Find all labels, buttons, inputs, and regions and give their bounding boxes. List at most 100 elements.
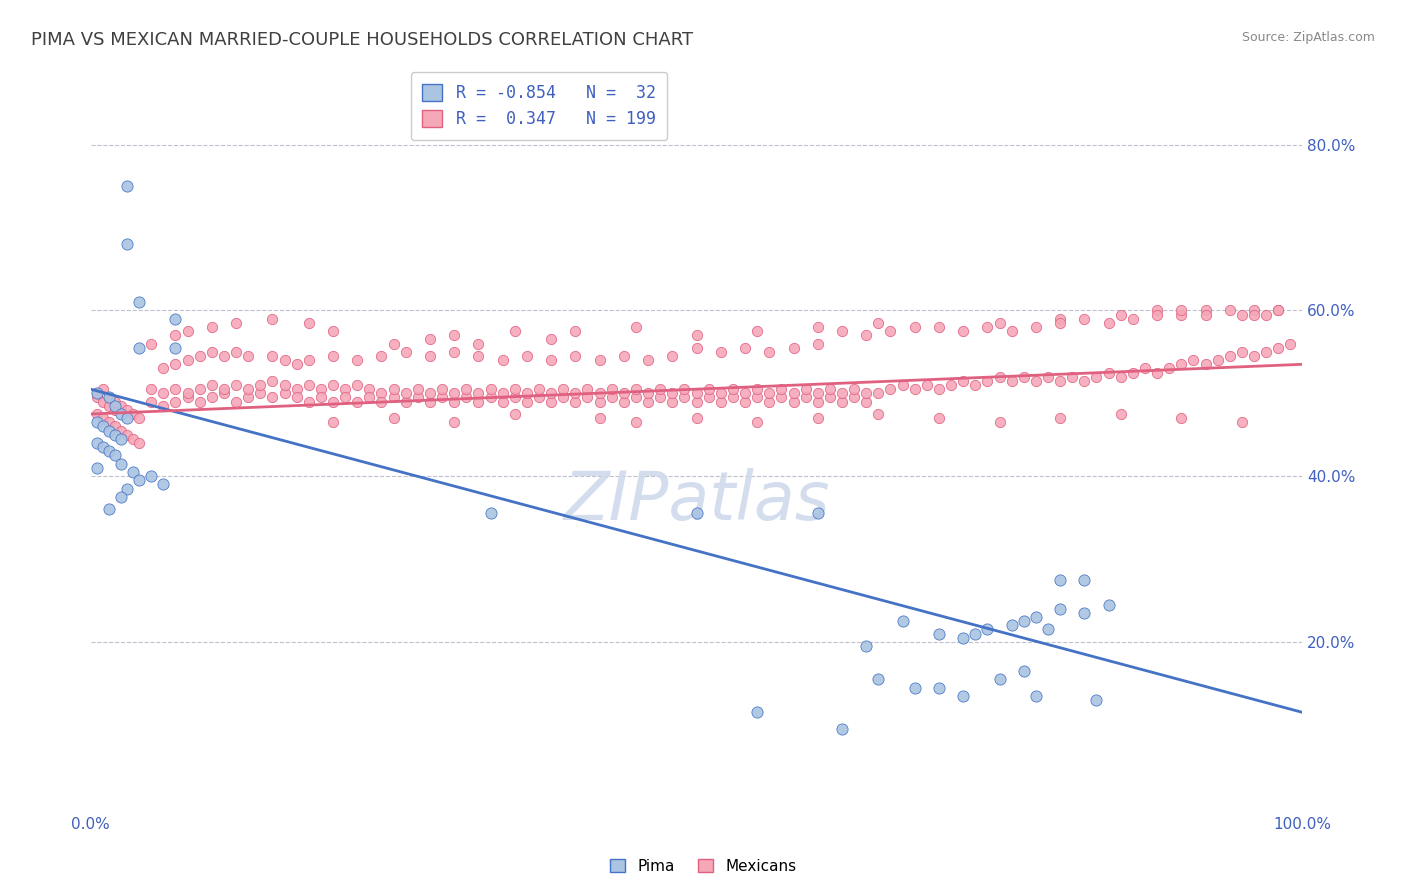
Point bbox=[1085, 693, 1108, 707]
Point bbox=[165, 357, 187, 371]
Point bbox=[322, 394, 344, 409]
Point bbox=[467, 394, 489, 409]
Point bbox=[322, 415, 344, 429]
Point bbox=[879, 382, 901, 396]
Point bbox=[165, 394, 187, 409]
Point bbox=[952, 689, 974, 703]
Point bbox=[443, 415, 465, 429]
Point bbox=[104, 449, 127, 463]
Point bbox=[141, 336, 163, 351]
Point bbox=[503, 407, 526, 421]
Point bbox=[721, 382, 744, 396]
Point bbox=[1267, 303, 1289, 318]
Point bbox=[1049, 573, 1071, 587]
Point bbox=[650, 382, 672, 396]
Point bbox=[952, 374, 974, 388]
Point bbox=[165, 328, 187, 343]
Point bbox=[467, 386, 489, 401]
Point bbox=[939, 378, 962, 392]
Point bbox=[298, 353, 321, 368]
Point bbox=[122, 465, 145, 479]
Point bbox=[564, 349, 586, 363]
Point bbox=[1194, 308, 1216, 322]
Point bbox=[128, 473, 150, 487]
Point bbox=[1267, 341, 1289, 355]
Point bbox=[97, 502, 120, 516]
Point bbox=[152, 399, 174, 413]
Point bbox=[115, 237, 138, 252]
Point bbox=[1133, 361, 1156, 376]
Point bbox=[122, 432, 145, 446]
Point bbox=[527, 382, 550, 396]
Point bbox=[1001, 618, 1024, 632]
Point bbox=[443, 328, 465, 343]
Point bbox=[492, 386, 515, 401]
Point bbox=[747, 706, 769, 720]
Point bbox=[1194, 357, 1216, 371]
Point bbox=[1256, 344, 1278, 359]
Point bbox=[710, 344, 733, 359]
Point bbox=[1159, 361, 1181, 376]
Point bbox=[309, 382, 332, 396]
Point bbox=[128, 436, 150, 450]
Point bbox=[928, 626, 950, 640]
Point bbox=[965, 378, 987, 392]
Point bbox=[782, 386, 804, 401]
Point bbox=[710, 386, 733, 401]
Point bbox=[346, 353, 368, 368]
Text: Source: ZipAtlas.com: Source: ZipAtlas.com bbox=[1241, 31, 1375, 45]
Point bbox=[624, 320, 647, 334]
Point bbox=[262, 391, 284, 405]
Point bbox=[479, 382, 502, 396]
Point bbox=[807, 507, 830, 521]
Point bbox=[685, 411, 707, 425]
Point bbox=[419, 394, 441, 409]
Point bbox=[110, 399, 132, 413]
Point bbox=[1012, 369, 1035, 384]
Point bbox=[685, 394, 707, 409]
Point bbox=[697, 391, 720, 405]
Point bbox=[165, 382, 187, 396]
Point bbox=[382, 411, 405, 425]
Point bbox=[818, 382, 841, 396]
Point bbox=[879, 324, 901, 338]
Point bbox=[588, 386, 610, 401]
Point bbox=[1109, 407, 1132, 421]
Point bbox=[1049, 316, 1071, 330]
Point bbox=[1146, 308, 1168, 322]
Point bbox=[1025, 610, 1047, 624]
Point bbox=[141, 394, 163, 409]
Point bbox=[1025, 374, 1047, 388]
Point bbox=[1170, 303, 1192, 318]
Point bbox=[503, 324, 526, 338]
Point bbox=[406, 391, 429, 405]
Point bbox=[915, 378, 938, 392]
Point bbox=[904, 681, 927, 695]
Point bbox=[553, 391, 575, 405]
Point bbox=[1073, 374, 1095, 388]
Point bbox=[298, 316, 321, 330]
Point bbox=[1206, 353, 1229, 368]
Point bbox=[201, 378, 224, 392]
Point bbox=[382, 391, 405, 405]
Point bbox=[115, 403, 138, 417]
Point bbox=[1170, 411, 1192, 425]
Point bbox=[868, 672, 890, 686]
Point bbox=[1243, 349, 1265, 363]
Point bbox=[904, 320, 927, 334]
Point bbox=[298, 394, 321, 409]
Point bbox=[685, 328, 707, 343]
Point bbox=[359, 391, 381, 405]
Point bbox=[322, 349, 344, 363]
Point bbox=[1170, 308, 1192, 322]
Point bbox=[212, 382, 235, 396]
Point bbox=[443, 344, 465, 359]
Point bbox=[97, 424, 120, 438]
Point bbox=[1267, 303, 1289, 318]
Point bbox=[110, 432, 132, 446]
Point bbox=[1230, 308, 1253, 322]
Point bbox=[359, 382, 381, 396]
Point bbox=[430, 382, 453, 396]
Point bbox=[988, 369, 1011, 384]
Point bbox=[855, 639, 877, 653]
